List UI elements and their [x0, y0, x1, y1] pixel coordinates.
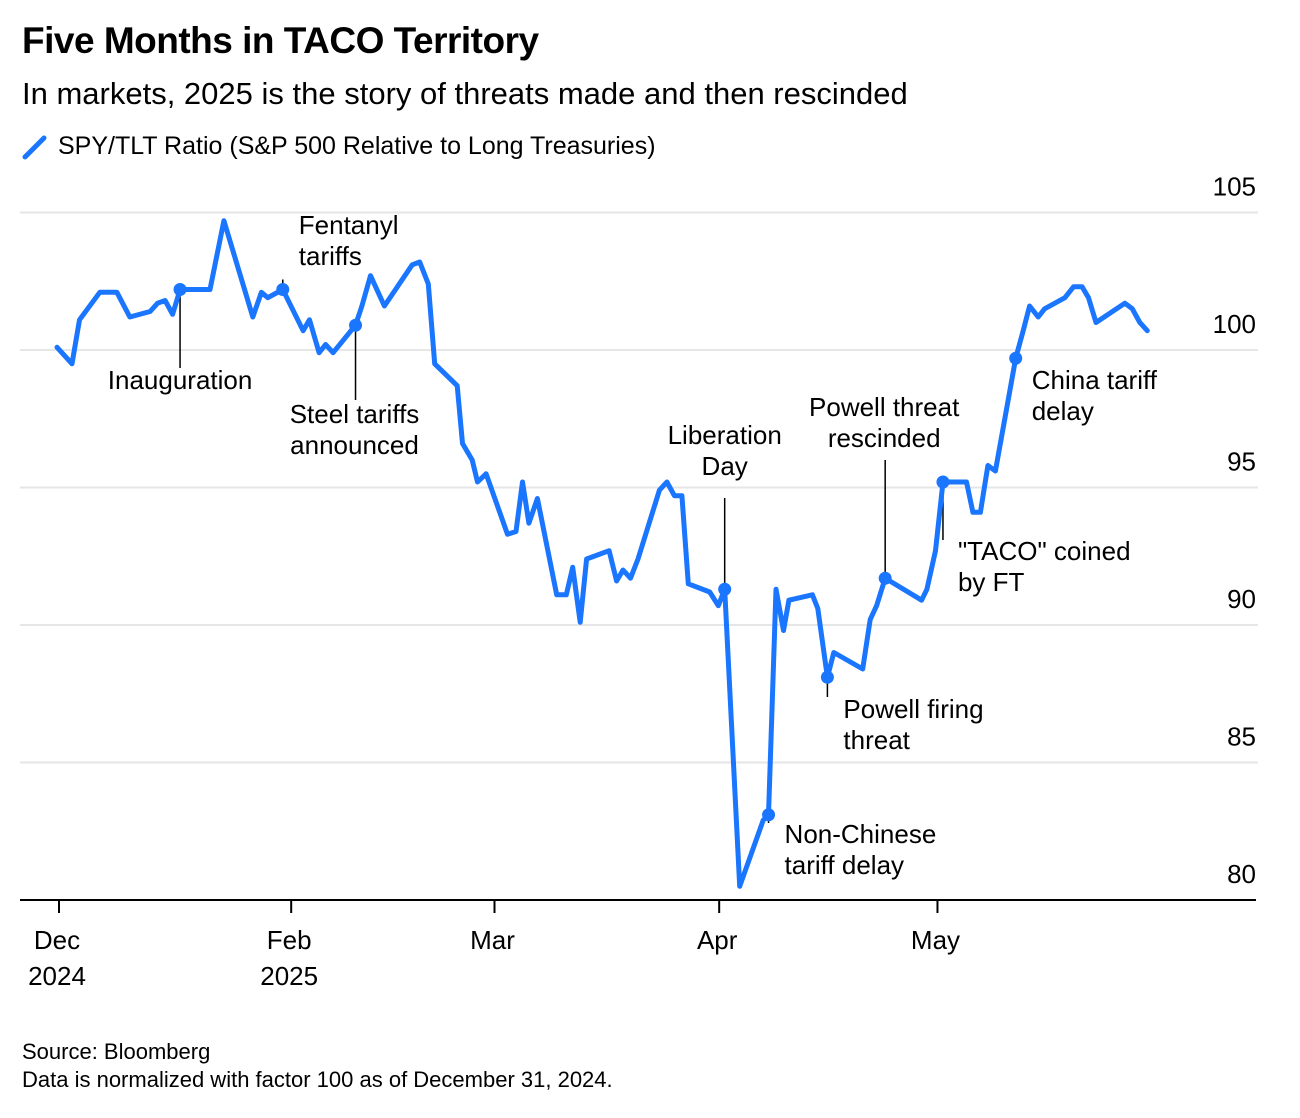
event-marker	[276, 283, 290, 296]
annotation-label-non-chinese-tariff-delay: tariff delay	[785, 850, 904, 880]
annotation-label-taco-coined: by FT	[958, 567, 1025, 597]
annotation-label-powell-threat-rescinded: rescinded	[828, 423, 941, 453]
event-marker	[349, 318, 363, 332]
legend-label: SPY/TLT Ratio (S&P 500 Relative to Long …	[58, 132, 656, 160]
y-tick-label: 95	[1227, 447, 1256, 477]
event-marker	[173, 283, 187, 296]
annotation-label-china-tariff-delay: China tariff	[1032, 365, 1158, 395]
event-marker	[1009, 351, 1023, 365]
event-marker	[718, 582, 732, 596]
annotation-label-steel-tariffs: Steel tariffs	[290, 399, 420, 429]
annotation-label-non-chinese-tariff-delay: Non-Chinese	[785, 819, 937, 849]
annotation-label-inauguration: Inauguration	[108, 365, 253, 395]
annotation-label-steel-tariffs: announced	[290, 430, 419, 460]
annotation-label-liberation-day: Liberation	[668, 420, 782, 450]
x-tick-label: 2025	[260, 961, 318, 991]
y-tick-label: 80	[1227, 859, 1256, 889]
legend: SPY/TLT Ratio (S&P 500 Relative to Long …	[22, 132, 656, 161]
event-marker	[936, 475, 950, 489]
event-marker	[878, 571, 892, 585]
chart-title: Five Months in TACO Territory	[22, 20, 539, 61]
annotation-label-taco-coined: "TACO" coined	[958, 536, 1131, 566]
normalization-note: Data is normalized with factor 100 as of…	[22, 1067, 613, 1092]
annotation-label-fentanyl-tariffs: Fentanyl	[299, 210, 399, 240]
line-swatch-icon	[22, 135, 47, 159]
x-tick-label: Mar	[470, 925, 515, 955]
annotation-label-fentanyl-tariffs: tariffs	[299, 241, 362, 271]
event-marker	[762, 808, 776, 822]
y-tick-label: 90	[1227, 584, 1256, 614]
x-tick-label: Apr	[697, 925, 738, 955]
event-marker	[820, 670, 834, 684]
annotation-label-powell-firing-threat: Powell firing	[843, 694, 983, 724]
x-tick-label: Dec	[34, 925, 80, 955]
annotation-label-china-tariff-delay: delay	[1032, 396, 1094, 426]
footer: Source: Bloomberg Data is normalized wit…	[22, 1038, 613, 1094]
y-tick-label: 105	[1213, 172, 1256, 202]
annotation-label-powell-threat-rescinded: Powell threat	[809, 392, 960, 422]
y-tick-label: 85	[1227, 722, 1256, 752]
x-tick-label: Feb	[267, 925, 312, 955]
x-tick-label: May	[911, 925, 960, 955]
source-note: Source: Bloomberg	[22, 1039, 211, 1064]
annotation-label-liberation-day: Day	[702, 451, 748, 481]
x-tick-label: 2024	[28, 961, 86, 991]
y-tick-label: 100	[1213, 309, 1256, 339]
chart-subtitle: In markets, 2025 is the story of threats…	[22, 76, 908, 111]
annotation-label-powell-firing-threat: threat	[843, 725, 910, 755]
